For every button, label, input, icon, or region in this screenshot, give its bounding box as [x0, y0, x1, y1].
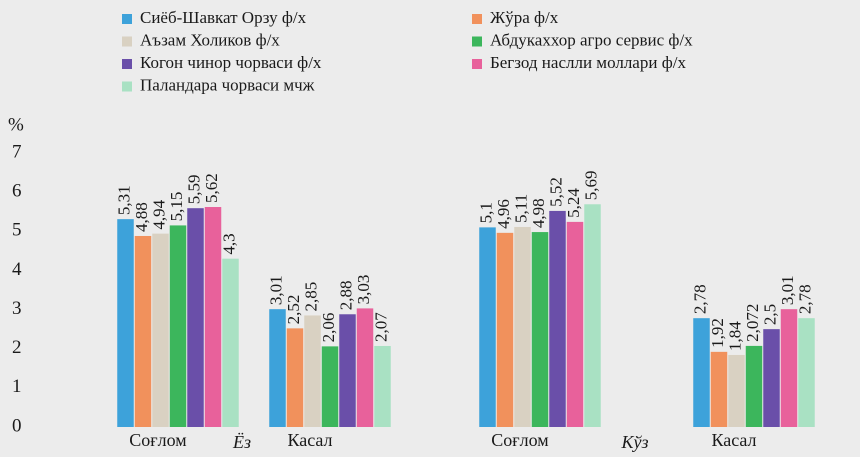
bar [321, 346, 339, 427]
bar [531, 232, 549, 427]
data-label: 4,94 [149, 199, 168, 229]
group-label: Ёз [232, 432, 251, 452]
data-label: 2,5 [760, 304, 779, 325]
legend-swatch [472, 14, 482, 24]
bar [798, 318, 815, 427]
y-tick-label: 0 [12, 415, 22, 436]
data-label: 2,072 [743, 304, 762, 342]
bar [304, 315, 321, 427]
data-label: 5,15 [167, 192, 186, 222]
legend-swatch [122, 81, 132, 92]
bar [117, 219, 134, 427]
legend-label: Сиёб-Шавкат Орзу ф/х [140, 8, 307, 27]
data-label: 2,52 [284, 295, 303, 325]
bar [566, 221, 584, 427]
legend-swatch [122, 59, 132, 69]
data-label: 5,59 [184, 174, 203, 204]
data-label: 3,01 [778, 275, 797, 305]
bar [204, 207, 222, 427]
bar [514, 226, 531, 427]
bar [584, 204, 601, 427]
bar [269, 309, 286, 427]
bar [780, 309, 798, 427]
y-axis-label: % [8, 114, 24, 135]
data-label: 4,88 [132, 202, 151, 232]
legend-label: Паландара чорваси мчж [140, 75, 315, 94]
data-label: 3,03 [354, 275, 373, 305]
data-label: 5,1 [476, 202, 495, 223]
data-label: 4,98 [529, 198, 548, 228]
data-label: 2,07 [371, 312, 390, 342]
y-tick-label: 6 [12, 181, 22, 202]
data-label: 4,96 [494, 199, 513, 229]
data-label: 5,69 [581, 171, 600, 201]
y-tick-label: 1 [12, 376, 22, 397]
data-label: 2,85 [301, 282, 320, 312]
y-tick-label: 4 [12, 259, 22, 280]
legend-swatch [122, 36, 132, 47]
bar [356, 308, 374, 427]
x-tick-label: Соғлом [491, 430, 548, 450]
legend-label: Абдукаххор агро сервис ф/х [490, 30, 693, 49]
bar [374, 345, 391, 427]
bar [134, 235, 152, 427]
legend-label: Аъзам Холиков ф/х [140, 30, 280, 49]
y-tick-label: 7 [12, 141, 22, 162]
legend-label: Бегзод наслли моллари ф/х [490, 53, 686, 72]
bar [187, 208, 204, 427]
x-tick-label: Касал [711, 430, 756, 450]
y-tick-label: 5 [12, 220, 22, 241]
bar [222, 258, 239, 427]
bar [763, 329, 780, 427]
data-label: 5,24 [564, 188, 583, 218]
bar [549, 210, 566, 427]
bar [169, 225, 187, 427]
data-label: 2,78 [795, 284, 814, 314]
y-tick-label: 3 [12, 298, 22, 319]
data-label: 2,88 [336, 281, 355, 311]
data-label: 1,84 [725, 321, 744, 351]
legend-swatch [472, 36, 482, 47]
group-label: Кўз [621, 432, 649, 452]
bar [339, 314, 356, 427]
data-label: 5,11 [511, 194, 530, 223]
bar [710, 351, 728, 427]
data-label: 2,06 [319, 313, 338, 343]
x-tick-label: Соғлом [129, 430, 186, 450]
legend-swatch [122, 14, 132, 24]
bar [479, 227, 496, 427]
data-label: 2,78 [690, 284, 709, 314]
x-tick-label: Касал [287, 430, 332, 450]
data-label: 4,3 [219, 233, 238, 254]
bar [496, 232, 514, 427]
legend-label: Когон чинор чорваси ф/х [140, 53, 322, 72]
legend-label: Жўра ф/х [490, 8, 559, 27]
data-label: 1,92 [708, 318, 727, 348]
bar [152, 233, 169, 427]
bar [286, 328, 304, 427]
y-tick-label: 2 [12, 337, 22, 358]
data-label: 5,31 [114, 185, 133, 215]
bar [693, 318, 710, 427]
bar [745, 345, 763, 427]
data-label: 3,01 [266, 275, 285, 305]
legend-swatch [472, 59, 482, 69]
bar [728, 354, 745, 427]
data-label: 5,52 [546, 177, 565, 207]
data-label: 5,62 [202, 173, 221, 203]
